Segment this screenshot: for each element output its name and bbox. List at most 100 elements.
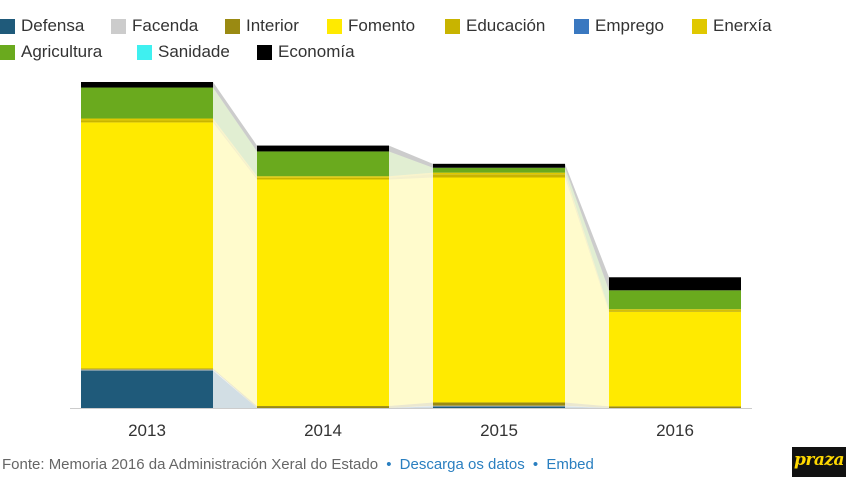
flow-economía: [565, 163, 609, 291]
bar-segment-agricultura[interactable]: [257, 151, 389, 177]
chart-area: 2013 2014 2015 2016: [70, 82, 752, 440]
bar-segment-defensa[interactable]: [433, 406, 565, 408]
flow-fomento: [213, 122, 257, 407]
bar-segment-economía[interactable]: [433, 163, 565, 168]
flow-defensa: [213, 370, 257, 408]
bar-stack-2013[interactable]: [81, 82, 213, 408]
bar-segment-interior[interactable]: [433, 402, 565, 406]
flow-interior: [565, 402, 609, 408]
legend-item-defensa[interactable]: Defensa: [0, 14, 84, 38]
legend-swatch: [111, 18, 126, 34]
legend-label: Defensa: [21, 16, 85, 35]
bar-segment-fomento[interactable]: [81, 122, 213, 369]
legend-swatch: [574, 18, 589, 34]
legend-item-facenda[interactable]: Facenda: [111, 14, 198, 38]
legend-item-economía[interactable]: Economía: [257, 40, 355, 64]
flow-facenda: [565, 405, 609, 408]
bar-segment-enerxía[interactable]: [81, 118, 213, 121]
legend-swatch: [327, 18, 342, 34]
legend-swatch: [257, 44, 272, 60]
bar-segment-fomento[interactable]: [433, 177, 565, 403]
legend-item-emprego[interactable]: Emprego: [574, 14, 664, 38]
legend-item-enerxía[interactable]: Enerxía: [692, 14, 772, 38]
flow-interior: [389, 402, 433, 408]
legend-label: Economía: [278, 42, 355, 61]
flow-enerxía: [565, 172, 609, 311]
bar-stack-2014[interactable]: [257, 145, 389, 408]
flow-defensa: [565, 406, 609, 408]
legend-item-interior[interactable]: Interior: [225, 14, 299, 38]
legend-swatch: [445, 18, 460, 34]
legend-label: Educación: [466, 16, 546, 35]
bar-segment-agricultura[interactable]: [609, 290, 741, 310]
flow-interior: [213, 368, 257, 408]
bar-segment-economía[interactable]: [609, 277, 741, 291]
download-data-link[interactable]: Descarga os datos: [399, 456, 525, 473]
bar-segment-interior[interactable]: [81, 368, 213, 370]
bar-stack-2015[interactable]: [433, 163, 565, 408]
flow-agricultura: [213, 87, 257, 177]
bar-segment-interior[interactable]: [609, 406, 741, 408]
flow-fomento: [389, 177, 433, 407]
flow-bands: [213, 82, 609, 408]
bar-stack-2016[interactable]: [609, 277, 741, 408]
x-tick-label: 2014: [304, 421, 342, 440]
bar-stacks: [81, 82, 741, 408]
legend-swatch: [0, 44, 15, 60]
x-tick-label: 2016: [656, 421, 694, 440]
legend-label: Agricultura: [21, 42, 103, 61]
flow-educación: [213, 120, 257, 180]
bar-segment-enerxía[interactable]: [433, 172, 565, 175]
x-tick-label: 2013: [128, 421, 166, 440]
bar-segment-facenda[interactable]: [433, 405, 565, 407]
bar-segment-agricultura[interactable]: [81, 87, 213, 119]
bar-segment-defensa[interactable]: [81, 370, 213, 408]
legend-swatch: [225, 18, 240, 34]
flow-educación: [389, 174, 433, 180]
flow-enerxía: [389, 172, 433, 178]
flow-agricultura: [565, 167, 609, 310]
legend-label: Sanidade: [158, 42, 230, 61]
bar-segment-educación[interactable]: [257, 177, 389, 180]
legend: Defensa Facenda Interior Fomento Educación Em…: [0, 14, 850, 66]
bar-segment-facenda[interactable]: [81, 369, 213, 371]
bar-segment-interior[interactable]: [257, 406, 389, 408]
flow-fomento: [565, 177, 609, 407]
bar-segment-educación[interactable]: [81, 120, 213, 123]
bar-segment-economía[interactable]: [257, 145, 389, 152]
bar-segment-enerxía[interactable]: [257, 176, 389, 178]
legend-item-agricultura[interactable]: Agricultura: [0, 40, 102, 64]
footer: Fonte: Memoria 2016 da Administración Xe…: [2, 456, 594, 473]
legend-swatch: [137, 44, 152, 60]
flow-facenda: [389, 405, 433, 408]
bar-segment-fomento[interactable]: [257, 179, 389, 407]
bar-segment-agricultura[interactable]: [433, 167, 565, 173]
flow-economía: [213, 82, 257, 152]
flow-educación: [565, 174, 609, 312]
flow-agricultura: [389, 151, 433, 177]
bar-segment-fomento[interactable]: [609, 311, 741, 407]
flow-facenda: [213, 369, 257, 408]
legend-label: Emprego: [595, 16, 664, 35]
x-axis-ticks: 2013 2014 2015 2016: [128, 421, 694, 440]
legend-item-sanidade[interactable]: Sanidade: [137, 40, 230, 64]
bar-segment-educación[interactable]: [433, 174, 565, 178]
praza-logo: praza: [792, 447, 846, 477]
x-tick-label: 2015: [480, 421, 518, 440]
embed-link[interactable]: Embed: [546, 456, 594, 473]
bar-segment-enerxía[interactable]: [609, 309, 741, 311]
flow-enerxía: [213, 118, 257, 178]
legend-label: Fomento: [348, 16, 416, 35]
separator-2: •: [532, 456, 539, 473]
legend-label: Enerxía: [713, 16, 772, 35]
bar-segment-educación[interactable]: [609, 310, 741, 312]
legend-swatch: [0, 18, 15, 34]
flow-economía: [389, 145, 433, 168]
bar-segment-economía[interactable]: [81, 82, 213, 88]
source-text: Fonte: Memoria 2016 da Administración Xe…: [2, 456, 379, 473]
legend-item-educación[interactable]: Educación: [445, 14, 545, 38]
legend-label: Facenda: [132, 16, 199, 35]
legend-item-fomento[interactable]: Fomento: [327, 14, 415, 38]
separator-1: •: [386, 456, 392, 473]
legend-label: Interior: [246, 16, 299, 35]
